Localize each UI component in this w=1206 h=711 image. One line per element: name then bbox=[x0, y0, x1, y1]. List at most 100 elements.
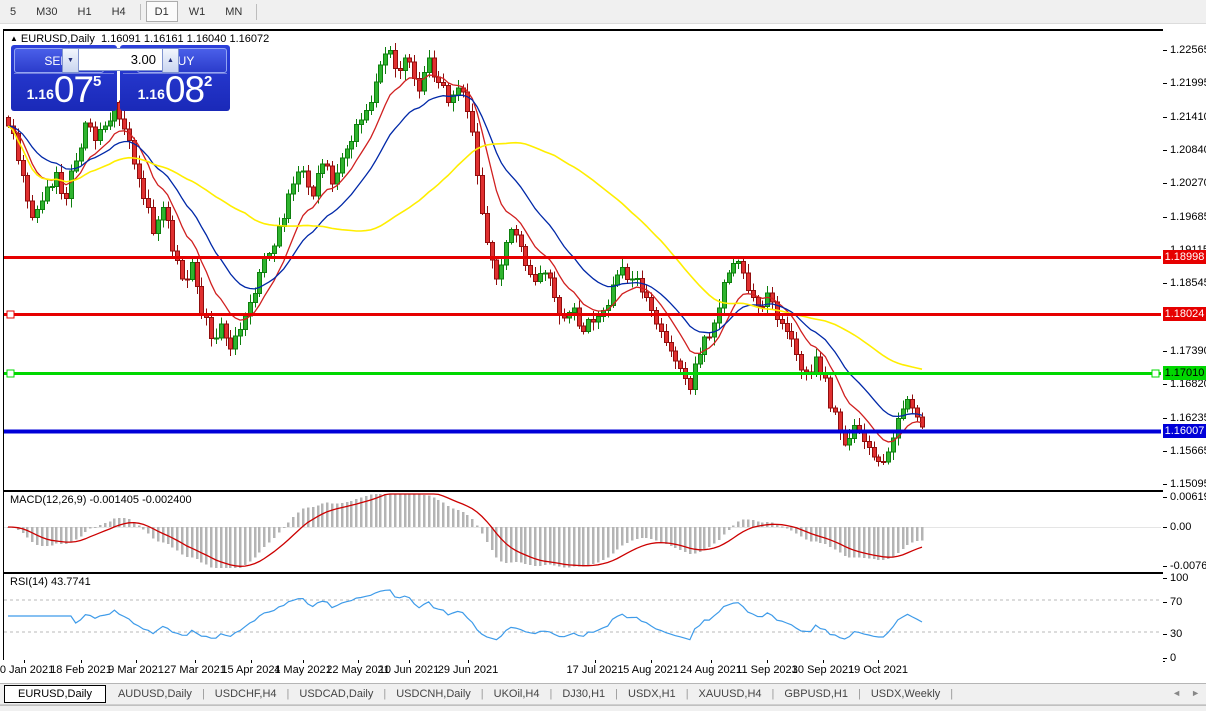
price-tick-label: 1.20840 bbox=[1170, 144, 1206, 156]
macd-tick-label: 0.00 bbox=[1170, 521, 1192, 533]
timeframe-button-D1[interactable]: D1 bbox=[145, 1, 178, 22]
rsi-tick-label: 100 bbox=[1170, 572, 1189, 584]
tab-separator: | bbox=[685, 688, 689, 700]
buy-price: 1.16082 bbox=[120, 71, 230, 108]
buy-price-prefix: 1.16 bbox=[137, 86, 165, 102]
date-tick-label: 29 Jun 2021 bbox=[437, 664, 499, 676]
price-tick-mark bbox=[1163, 150, 1167, 151]
date-tick-label: 27 Mar 2021 bbox=[164, 664, 226, 676]
timeframe-button-MN[interactable]: MN bbox=[225, 5, 243, 18]
price-line-badge: 1.16007 bbox=[1163, 424, 1206, 438]
timeframe-button-H4[interactable]: H4 bbox=[111, 5, 126, 18]
timeframe-button-H1[interactable]: H1 bbox=[77, 5, 92, 18]
rsi-tick-mark bbox=[1163, 634, 1167, 635]
macd-canvas[interactable] bbox=[4, 492, 1162, 570]
chart-tab-xauusd-h4[interactable]: XAUUSD,H4 bbox=[698, 688, 762, 700]
price-tick-mark bbox=[1163, 83, 1167, 84]
chart-tab-usdx-h1[interactable]: USDX,H1 bbox=[628, 688, 676, 700]
date-tick-mark bbox=[468, 660, 469, 663]
price-tick-mark bbox=[1163, 351, 1167, 352]
sell-price-prefix: 1.16 bbox=[26, 86, 54, 102]
price-tick-label: 1.20270 bbox=[1170, 177, 1206, 189]
macd-label: MACD(12,26,9) -0.001405 -0.002400 bbox=[10, 494, 192, 506]
line-handle-icon[interactable] bbox=[1151, 369, 1160, 378]
chart-tab-eurusd-daily[interactable]: EURUSD,Daily bbox=[4, 685, 106, 703]
timeframe-button-5[interactable]: 5 bbox=[10, 5, 17, 18]
chart-tab-usdx-weekly[interactable]: USDX,Weekly bbox=[870, 688, 941, 700]
rsi-tick-label: 30 bbox=[1170, 628, 1183, 640]
price-tick-mark bbox=[1163, 418, 1167, 419]
date-tick-mark bbox=[24, 660, 25, 663]
chart-tab-ukoil-h4[interactable]: UKOil,H4 bbox=[493, 688, 540, 700]
price-tick-mark bbox=[1163, 183, 1167, 184]
price-tick-mark bbox=[1163, 117, 1167, 118]
price-tick-label: 1.21410 bbox=[1170, 111, 1206, 123]
tab-scroll-left-icon[interactable]: ◄ bbox=[1172, 688, 1182, 698]
macd-signal-line bbox=[7, 493, 923, 567]
volume-up-icon[interactable]: ▲ bbox=[162, 48, 179, 73]
price-tick-label: 1.15665 bbox=[1170, 445, 1206, 457]
date-tick-mark bbox=[595, 660, 596, 663]
tab-separator: | bbox=[480, 688, 484, 700]
date-tick-mark bbox=[251, 660, 252, 663]
macd-indicator-pane[interactable]: MACD(12,26,9) -0.001405 -0.002400 bbox=[3, 491, 1165, 573]
rsi-indicator-pane[interactable]: RSI(14) 43.7741 bbox=[3, 573, 1165, 662]
date-tick-mark bbox=[409, 660, 410, 663]
chart-tab-dj30-h1[interactable]: DJ30,H1 bbox=[562, 688, 606, 700]
tab-scroll-arrows: ◄ ► bbox=[1162, 688, 1200, 698]
chart-symbol-label: EURUSD,Daily bbox=[20, 33, 95, 45]
main-chart-pane[interactable]: ▲ EURUSD,Daily 1.16091 1.16161 1.16040 1.… bbox=[3, 29, 1165, 491]
timeframe-button-W1[interactable]: W1 bbox=[188, 5, 206, 18]
date-tick-mark bbox=[823, 660, 824, 663]
date-tick-label: 18 Feb 2021 bbox=[50, 664, 112, 676]
rsi-line bbox=[8, 589, 923, 641]
timeframe-button-M30[interactable]: M30 bbox=[36, 5, 58, 18]
chart-tab-bar: EURUSD,Daily AUDUSD,Daily | USDCHF,H4 | USDCA… bbox=[0, 683, 1206, 705]
tab-separator: | bbox=[771, 688, 775, 700]
date-tick-mark bbox=[767, 660, 768, 663]
price-tick-label: 1.19685 bbox=[1170, 211, 1206, 223]
tab-scroll-right-icon[interactable]: ► bbox=[1191, 688, 1200, 698]
date-tick-label: 5 Aug 2021 bbox=[623, 664, 679, 676]
volume-down-icon[interactable]: ▼ bbox=[62, 48, 79, 73]
timeframe-toolbar: 5 M30 H1 H4 D1 W1 MN bbox=[0, 0, 1206, 24]
sell-price: 1.16075 bbox=[11, 71, 117, 108]
panel-divider bbox=[123, 73, 227, 74]
chart-tab-usdchf-h4[interactable]: USDCHF,H4 bbox=[214, 688, 277, 700]
volume-input[interactable]: 3.00 bbox=[79, 48, 162, 71]
line-handle-icon[interactable] bbox=[6, 369, 15, 378]
chart-tab-usdcnh-daily[interactable]: USDCNH,Daily bbox=[396, 688, 471, 700]
rsi-canvas[interactable] bbox=[4, 574, 1162, 659]
price-tick-mark bbox=[1163, 484, 1167, 485]
chart-tab-usdcad-daily[interactable]: USDCAD,Daily bbox=[299, 688, 374, 700]
sell-price-big: 07 bbox=[53, 69, 94, 110]
price-line-badge: 1.18998 bbox=[1163, 250, 1206, 264]
chart-tab-gbpusd-h1[interactable]: GBPUSD,H1 bbox=[784, 688, 848, 700]
line-handle-icon[interactable] bbox=[6, 310, 15, 319]
macd-tick-mark bbox=[1163, 497, 1167, 498]
price-tick-label: 1.15095 bbox=[1170, 478, 1206, 490]
price-axis[interactable]: 1.22565 1.21995 1.21410 1.20840 1.20270 1.196… bbox=[1163, 29, 1206, 664]
price-tick-mark bbox=[1163, 283, 1167, 284]
date-tick-mark bbox=[878, 660, 879, 663]
date-tick-mark bbox=[358, 660, 359, 663]
date-tick-label: 4 May 2021 bbox=[274, 664, 332, 676]
status-strip bbox=[0, 705, 1206, 711]
sell-price-sup: 5 bbox=[93, 73, 102, 90]
collapse-panel-icon[interactable]: ▲ bbox=[10, 34, 18, 43]
rsi-tick-label: 70 bbox=[1170, 596, 1183, 608]
panel-divider bbox=[14, 73, 114, 74]
date-tick-mark bbox=[136, 660, 137, 663]
rsi-tick-mark bbox=[1163, 578, 1167, 579]
volume-stepper: ▼ 3.00 ▲ bbox=[62, 48, 179, 73]
price-tick-label: 1.16235 bbox=[1170, 412, 1206, 424]
tab-separator: | bbox=[383, 688, 387, 700]
toolbar-separator bbox=[139, 3, 141, 20]
tab-separator: | bbox=[549, 688, 553, 700]
chart-tab-audusd-daily[interactable]: AUDUSD,Daily bbox=[117, 688, 192, 700]
rsi-tick-mark bbox=[1163, 658, 1167, 659]
macd-tick-label: -0.00762 bbox=[1170, 560, 1206, 572]
price-chart-canvas[interactable] bbox=[4, 31, 1161, 487]
